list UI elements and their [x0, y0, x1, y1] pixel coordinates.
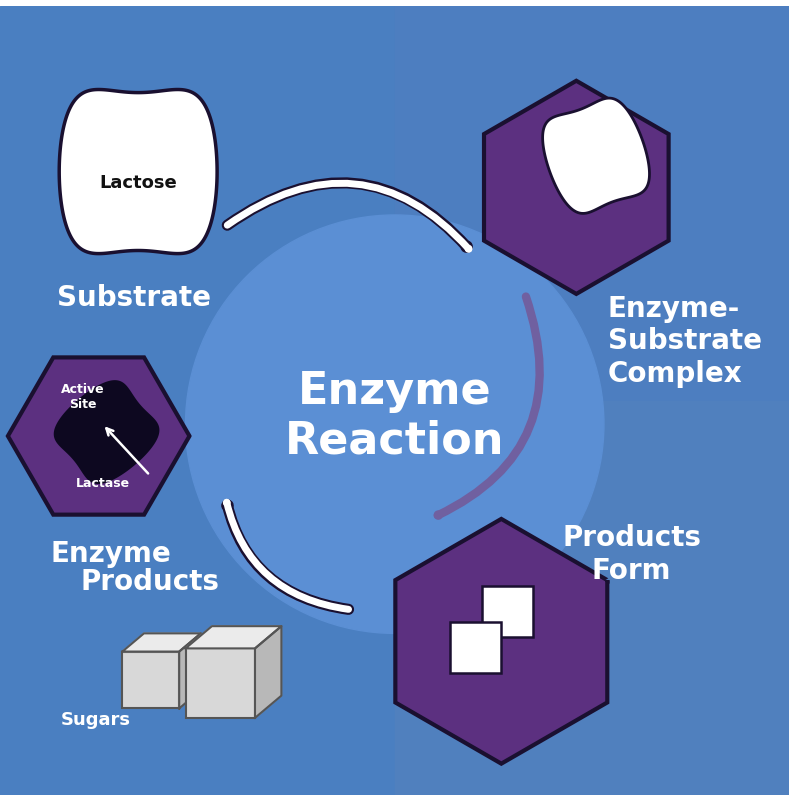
Polygon shape [484, 81, 669, 294]
Text: Products
Form: Products Form [562, 524, 701, 585]
Circle shape [186, 215, 604, 634]
Text: Lactose: Lactose [99, 175, 177, 192]
Polygon shape [59, 90, 217, 254]
Bar [394, 6, 790, 400]
Text: Lactase: Lactase [75, 477, 130, 490]
Polygon shape [179, 634, 201, 708]
Text: Sugars: Sugars [60, 711, 130, 729]
Polygon shape [8, 357, 190, 515]
Text: Enzyme
Reaction: Enzyme Reaction [285, 370, 505, 463]
Bar [0, 400, 394, 795]
Text: Products: Products [81, 568, 219, 596]
Polygon shape [255, 626, 282, 718]
Text: Substrate: Substrate [58, 284, 211, 312]
Text: Enzyme: Enzyme [50, 541, 171, 569]
Bar [450, 622, 502, 673]
Polygon shape [395, 519, 607, 763]
Polygon shape [54, 380, 159, 484]
Polygon shape [122, 634, 201, 651]
Bar [0, 6, 394, 400]
Polygon shape [542, 98, 650, 213]
Text: Enzyme-
Substrate
Complex: Enzyme- Substrate Complex [608, 295, 762, 388]
Bar [394, 400, 790, 795]
Polygon shape [186, 626, 282, 648]
Bar [122, 651, 179, 708]
Bar [482, 586, 533, 638]
Bar [186, 648, 255, 718]
Text: Active
Site: Active Site [61, 383, 105, 411]
